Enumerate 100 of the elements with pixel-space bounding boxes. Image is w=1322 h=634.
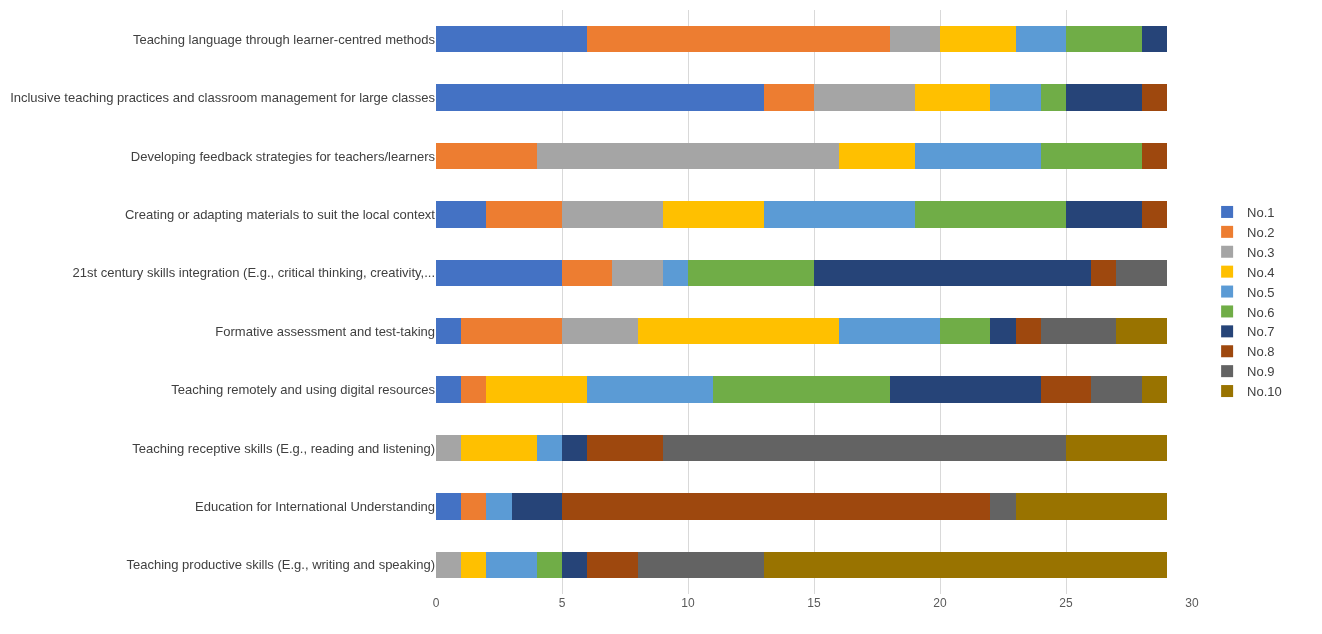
bar bbox=[662, 201, 764, 228]
y-tick-label: Teaching language through learner-centred methods bbox=[132, 31, 436, 47]
bar bbox=[914, 201, 1066, 228]
bar bbox=[1141, 142, 1167, 170]
bar bbox=[1066, 434, 1167, 462]
bar bbox=[637, 318, 840, 345]
bar bbox=[713, 376, 890, 403]
bar bbox=[1066, 26, 1142, 53]
legend-label: No.4 bbox=[1247, 264, 1275, 280]
x-tick-label: 25 bbox=[1059, 596, 1073, 610]
legend-label: No.6 bbox=[1247, 304, 1275, 320]
bar bbox=[662, 259, 688, 286]
bar bbox=[1116, 318, 1167, 345]
legend-label: No.9 bbox=[1247, 364, 1275, 380]
bar bbox=[436, 376, 462, 403]
legend-label: No.7 bbox=[1247, 324, 1275, 340]
bar bbox=[1015, 26, 1066, 53]
bar bbox=[940, 26, 1016, 53]
bar bbox=[511, 493, 562, 520]
x-tick-label: 30 bbox=[1185, 596, 1199, 610]
bar bbox=[688, 259, 814, 286]
bar bbox=[562, 201, 663, 228]
x-tick-label: 15 bbox=[807, 596, 821, 610]
bar bbox=[461, 318, 562, 345]
bar bbox=[1040, 84, 1066, 111]
bar bbox=[461, 376, 487, 403]
y-tick-label: Teaching remotely and using digital resources bbox=[171, 382, 436, 398]
bar bbox=[1040, 376, 1092, 403]
y-tick-label: Developing feedback strategies for teachers/learners bbox=[130, 148, 436, 164]
bar bbox=[436, 201, 487, 228]
bar bbox=[436, 493, 462, 520]
bar bbox=[436, 259, 562, 286]
bar bbox=[1141, 26, 1167, 53]
bar bbox=[587, 551, 638, 578]
bar bbox=[914, 142, 1041, 170]
bar bbox=[1066, 201, 1142, 228]
bar bbox=[990, 84, 1041, 111]
bar bbox=[436, 551, 462, 578]
bar bbox=[461, 551, 487, 578]
bar bbox=[814, 259, 1092, 286]
bar bbox=[1091, 376, 1142, 403]
bar bbox=[486, 201, 562, 228]
legend-label: No.10 bbox=[1247, 384, 1282, 400]
bar bbox=[990, 493, 1016, 520]
bar bbox=[1116, 259, 1167, 286]
bar bbox=[1015, 318, 1041, 345]
legend-label: No.1 bbox=[1247, 205, 1275, 221]
bar bbox=[914, 84, 991, 111]
bar bbox=[839, 318, 940, 345]
bar bbox=[436, 142, 537, 170]
bar bbox=[587, 434, 663, 462]
bar bbox=[562, 551, 588, 578]
bar bbox=[889, 376, 1041, 403]
bar bbox=[562, 259, 613, 286]
legend-label: No.5 bbox=[1247, 284, 1275, 300]
bar bbox=[587, 376, 714, 403]
legend-label: No.3 bbox=[1247, 244, 1275, 260]
bar bbox=[763, 201, 915, 228]
bar bbox=[536, 551, 562, 578]
bar bbox=[461, 493, 487, 520]
x-tick-label: 0 bbox=[432, 596, 440, 610]
legend-label: No.2 bbox=[1247, 224, 1275, 240]
bar bbox=[461, 434, 537, 462]
bar bbox=[486, 493, 512, 520]
x-tick-label: 20 bbox=[933, 596, 947, 610]
bar bbox=[536, 142, 840, 170]
y-tick-label: Teaching productive skills (E.g., writing and speaking) bbox=[126, 557, 435, 573]
bar bbox=[436, 434, 462, 462]
bar bbox=[1040, 318, 1117, 345]
bar bbox=[889, 26, 940, 53]
x-tick-label: 10 bbox=[681, 596, 695, 610]
bar bbox=[436, 26, 588, 53]
bar bbox=[814, 84, 915, 111]
bar bbox=[562, 318, 638, 345]
y-tick-label: Inclusive teaching practices and classroom management for large classes bbox=[10, 90, 436, 106]
bar bbox=[1091, 259, 1117, 286]
y-tick-label: Creating or adapting materials to suit the local context bbox=[124, 206, 436, 222]
bar bbox=[763, 551, 1167, 578]
bar bbox=[536, 434, 562, 462]
bar bbox=[486, 376, 588, 403]
bar bbox=[662, 434, 1066, 462]
bar bbox=[763, 84, 814, 111]
y-tick-label: Education for International Understanding bbox=[195, 498, 435, 514]
x-tick-label: 5 bbox=[558, 596, 566, 610]
y-tick-label: 21st century skills integration (E.g., critical thinking, creativity,... bbox=[72, 265, 435, 281]
bar bbox=[1066, 84, 1142, 111]
bar bbox=[1040, 142, 1142, 170]
bar bbox=[1141, 201, 1167, 228]
bar bbox=[486, 551, 537, 578]
bar bbox=[940, 318, 991, 345]
y-tick-label: Formative assessment and test-taking bbox=[215, 323, 435, 339]
bar bbox=[562, 493, 991, 520]
bar bbox=[436, 318, 462, 345]
bar bbox=[1015, 493, 1167, 520]
bar bbox=[637, 551, 764, 578]
bar bbox=[839, 142, 915, 170]
bar bbox=[1141, 84, 1167, 111]
bar bbox=[990, 318, 1016, 345]
y-tick-label: Teaching receptive skills (E.g., reading and listening) bbox=[132, 440, 435, 456]
bar bbox=[436, 84, 764, 111]
